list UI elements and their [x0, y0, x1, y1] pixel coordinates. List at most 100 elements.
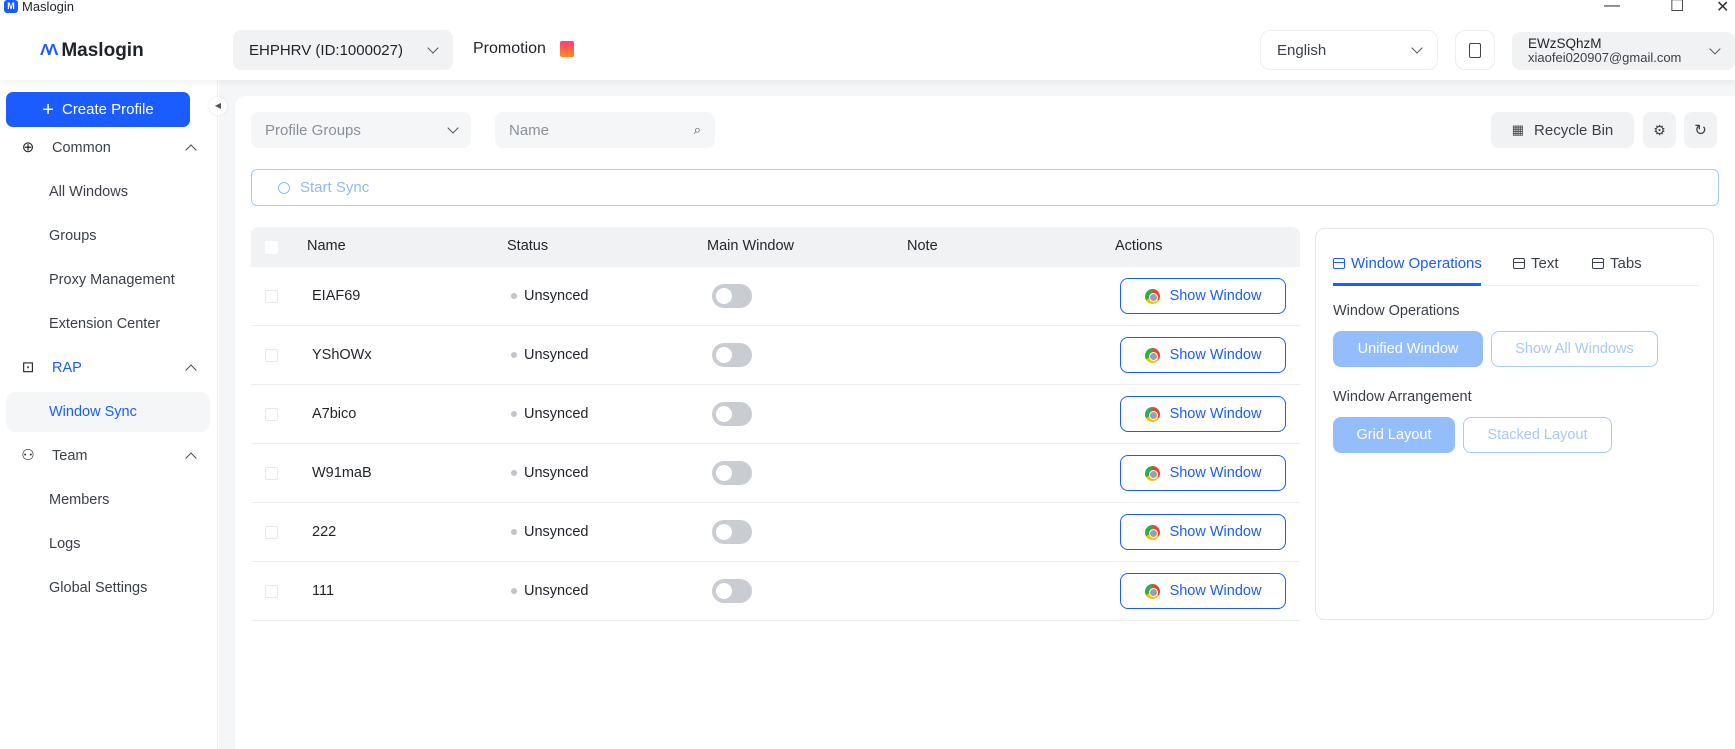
logo-text: Maslogin [61, 40, 144, 61]
item-label: Members [49, 492, 110, 508]
main-window-toggle[interactable] [712, 461, 752, 485]
window-icon [1333, 258, 1345, 269]
status-dot [511, 293, 517, 300]
main-window-toggle[interactable] [712, 343, 752, 367]
globe-icon: ⊕ [21, 139, 35, 156]
sidebar-group-common[interactable]: ⊕ Common [0, 128, 218, 168]
sidebar-item-proxy-management[interactable]: Proxy Management [0, 260, 218, 300]
show-window-button[interactable]: Show Window [1120, 337, 1286, 373]
sidebar-item-global-settings[interactable]: Global Settings [0, 568, 218, 608]
sidebar-item-logs[interactable]: Logs [0, 524, 218, 564]
main-window-toggle[interactable] [712, 402, 752, 426]
promotion-link[interactable]: Promotion [473, 40, 574, 58]
sidebar-item-groups[interactable]: Groups [0, 216, 218, 256]
name-placeholder: Name [509, 121, 550, 139]
tab-label: Tabs [1610, 255, 1642, 272]
grid-layout-button[interactable]: Grid Layout [1333, 417, 1455, 453]
item-label: All Windows [49, 184, 128, 200]
window-operations-title: Window Operations [1333, 303, 1460, 319]
show-window-label: Show Window [1169, 465, 1262, 481]
profile-name: A7bico [312, 406, 357, 422]
refresh-icon: ↻ [1694, 122, 1707, 139]
sync-panel: Window Operations Text Tabs Window Opera… [1315, 228, 1714, 620]
play-circle-icon [278, 181, 290, 194]
row-checkbox[interactable] [265, 290, 278, 303]
show-window-button[interactable]: Show Window [1120, 514, 1286, 550]
sidebar-item-all-windows[interactable]: All Windows [0, 172, 218, 212]
unified-window-button[interactable]: Unified Window [1333, 331, 1483, 367]
main-window-toggle[interactable] [712, 284, 752, 308]
chrome-icon [1144, 288, 1160, 304]
tab-window-operations[interactable]: Window Operations [1333, 255, 1482, 272]
chevron-down-icon [1709, 43, 1721, 55]
item-label: Proxy Management [49, 272, 175, 288]
group-label: RAP [52, 360, 82, 376]
sidebar-group-rap[interactable]: ⊡ RAP [0, 348, 218, 388]
table-row: A7bico Unsynced Show Window [251, 385, 1300, 444]
refresh-button[interactable]: ↻ [1684, 112, 1717, 148]
select-all-checkbox[interactable] [265, 241, 278, 254]
user-menu[interactable]: EWzSQhzM xiaofei020907@gmail.com [1512, 32, 1735, 70]
show-window-button[interactable]: Show Window [1120, 573, 1286, 609]
row-checkbox[interactable] [265, 585, 278, 598]
status: Unsynced [511, 406, 588, 422]
minimize-button[interactable]: — [1604, 0, 1620, 14]
show-window-button[interactable]: Show Window [1120, 455, 1286, 491]
sidebar-item-members[interactable]: Members [0, 480, 218, 520]
tab-text[interactable]: Text [1513, 255, 1559, 272]
start-sync-button[interactable]: Start Sync [251, 169, 1719, 206]
table-row: W91maB Unsynced Show Window [251, 444, 1300, 503]
language-label: English [1277, 41, 1327, 59]
table-row: YShOWx Unsynced Show Window [251, 326, 1300, 385]
status-label: Unsynced [524, 288, 589, 304]
recycle-bin-button[interactable]: ▦ Recycle Bin [1491, 112, 1634, 148]
profile-groups-select[interactable]: Profile Groups [251, 112, 471, 148]
settings-button[interactable]: ⚙ [1643, 112, 1676, 148]
chevron-down-icon [427, 42, 439, 54]
account-selector[interactable]: EHPHRV (ID:1000027) [233, 30, 453, 70]
status-label: Unsynced [524, 406, 589, 422]
main-window-toggle[interactable] [712, 579, 752, 603]
status-label: Unsynced [524, 465, 589, 481]
show-window-label: Show Window [1169, 524, 1262, 540]
row-checkbox[interactable] [265, 408, 278, 421]
stacked-layout-button[interactable]: Stacked Layout [1463, 417, 1612, 453]
start-sync-label: Start Sync [300, 179, 370, 196]
collapse-sidebar-button[interactable]: ◀ [209, 97, 227, 115]
logo: ΛΛ Maslogin [40, 40, 144, 62]
language-select[interactable]: English [1260, 30, 1438, 70]
row-checkbox[interactable] [265, 349, 278, 362]
name-search-input[interactable]: Name ⌕ [495, 112, 715, 148]
header-main-window: Main Window [707, 238, 795, 254]
document-icon [1469, 42, 1481, 58]
close-button[interactable]: ✕ [1716, 0, 1730, 16]
item-label: Extension Center [49, 316, 161, 332]
profile-name: 222 [312, 524, 337, 540]
plus-icon: + [42, 98, 54, 121]
show-all-windows-button[interactable]: Show All Windows [1491, 331, 1658, 367]
status-label: Unsynced [524, 583, 589, 599]
maximize-button[interactable]: ☐ [1670, 0, 1685, 15]
show-window-button[interactable]: Show Window [1120, 396, 1286, 432]
create-profile-button[interactable]: + Create Profile [6, 92, 190, 127]
status: Unsynced [511, 288, 588, 304]
window-arrangement-title: Window Arrangement [1333, 389, 1472, 405]
docs-button[interactable] [1455, 30, 1495, 70]
chrome-icon [1144, 524, 1160, 540]
chrome-icon [1144, 406, 1160, 422]
sidebar-item-window-sync[interactable]: Window Sync [6, 392, 210, 432]
show-window-button[interactable]: Show Window [1120, 278, 1286, 314]
robot-icon: ⊡ [21, 359, 35, 376]
table-row: 111 Unsynced Show Window [251, 562, 1300, 621]
tab-divider [1333, 285, 1699, 286]
recycle-bin-label: Recycle Bin [1534, 121, 1614, 139]
show-window-label: Show Window [1169, 288, 1262, 304]
status: Unsynced [511, 524, 588, 540]
sidebar-item-extension-center[interactable]: Extension Center [0, 304, 218, 344]
main-window-toggle[interactable] [712, 520, 752, 544]
window-title: Maslogin [22, 0, 75, 14]
tab-tabs[interactable]: Tabs [1592, 255, 1642, 272]
sidebar-group-team[interactable]: ⚇ Team [0, 436, 218, 476]
row-checkbox[interactable] [265, 526, 278, 539]
row-checkbox[interactable] [265, 467, 278, 480]
